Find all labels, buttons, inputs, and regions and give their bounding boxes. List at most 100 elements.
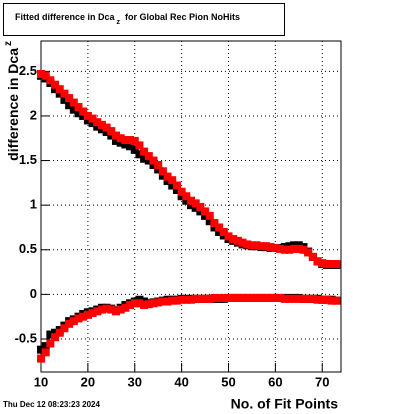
marker [290,244,299,253]
marker [271,243,280,252]
marker [88,309,97,318]
marker [60,95,69,104]
marker [215,293,224,302]
marker [140,147,149,156]
marker [280,245,289,254]
marker [74,109,83,118]
marker [229,293,238,302]
marker [93,118,102,127]
marker [130,299,139,308]
marker [74,314,83,323]
y-tick-label: 1 [30,197,37,212]
marker [144,156,153,165]
plot-frame [40,40,342,373]
marker [318,295,327,304]
marker [60,89,69,98]
marker [172,181,181,190]
marker [196,294,205,303]
marker [168,296,177,305]
marker [126,136,135,145]
marker [172,185,181,194]
marker [112,136,120,145]
marker [233,236,242,245]
marker [196,202,205,211]
marker [322,260,331,269]
marker [121,303,130,312]
marker [135,150,144,159]
marker [121,140,130,149]
marker [149,161,158,170]
marker [280,294,289,303]
marker [83,116,92,125]
x-tick-label: 60 [268,374,282,389]
marker [233,293,242,302]
marker [247,241,256,250]
marker [149,299,158,308]
marker [102,123,111,132]
marker [187,295,195,304]
marker [116,138,125,147]
marker [65,319,74,328]
y-axis-title: difference in Dca z [3,41,21,161]
marker [97,305,106,314]
marker [130,136,139,145]
title-box [3,3,285,36]
marker [290,294,299,303]
marker [210,223,219,232]
marker [79,107,88,116]
marker [55,89,64,98]
marker [163,172,172,181]
marker [177,192,186,201]
x-tick-label: 20 [81,374,95,389]
marker [182,295,191,304]
marker [182,192,191,201]
marker [299,294,308,303]
marker [243,240,252,249]
marker [79,312,88,321]
x-tick-label: 30 [128,374,142,389]
timestamp: Thu Dec 12 08:23:23 2024 [3,400,100,409]
marker [191,199,200,208]
title-main: Fitted difference in Dca [15,12,116,22]
marker [276,244,285,253]
marker [41,348,50,357]
marker [65,94,74,103]
marker [126,142,135,151]
marker [201,294,210,303]
marker [224,232,233,241]
marker [154,161,163,170]
marker [51,85,60,94]
marker [210,219,219,228]
marker [252,293,261,302]
marker [46,76,55,85]
marker [51,80,60,89]
marker [107,305,116,314]
marker [313,257,322,266]
marker [69,105,78,114]
marker [215,227,224,236]
marker [177,187,186,196]
marker [332,260,341,269]
marker [88,119,97,128]
marker [201,207,210,216]
marker [112,131,120,140]
x-tick-label: 50 [221,374,235,389]
marker [140,301,149,310]
marker [149,156,158,165]
marker [322,295,331,304]
marker [83,310,92,319]
marker [168,176,177,185]
marker [285,245,294,254]
y-tick-label: -0.5 [15,330,37,345]
x-tick-label: 10 [34,374,48,389]
marker [294,244,303,253]
marker [271,293,280,302]
y-tick-label: 0 [30,286,37,301]
marker [154,298,163,307]
marker [112,307,120,316]
x-tick-label: 70 [315,374,329,389]
marker [97,125,106,134]
marker [158,171,167,180]
marker [93,307,102,316]
marker [65,101,74,110]
